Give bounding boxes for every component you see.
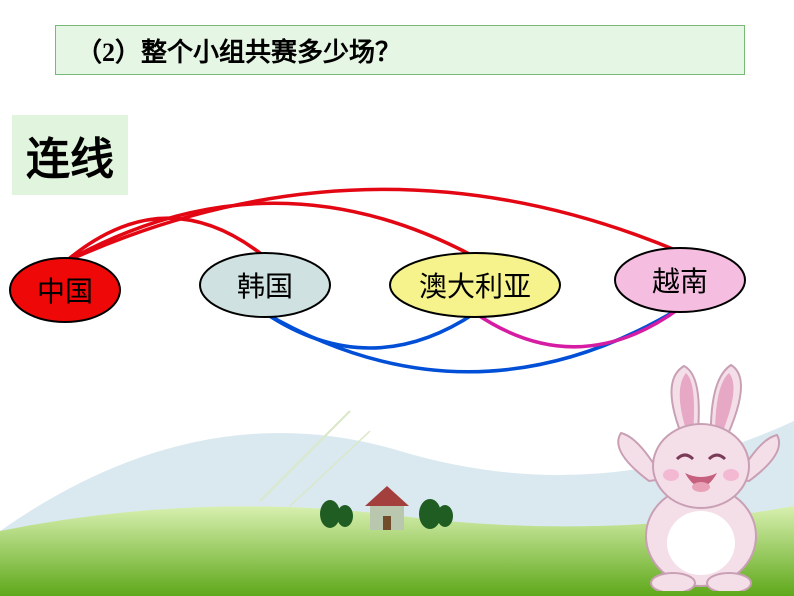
country-label: 韩国 [200,253,330,317]
country-label: 中国 [10,258,120,322]
country-label: 澳大利亚 [390,253,560,317]
question-bar: （2）整个小组共赛多少场？ [55,25,745,75]
rabbit-icon [589,361,789,591]
country-label: 越南 [615,248,745,312]
question-body: 整个小组共赛多少场？ [141,38,401,67]
question-text: （2）整个小组共赛多少场？ [76,32,401,69]
question-prefix: （2） [76,38,141,67]
title-label: 连线 [26,135,114,184]
connection-curve [65,189,680,262]
title-box: 连线 [12,115,128,195]
